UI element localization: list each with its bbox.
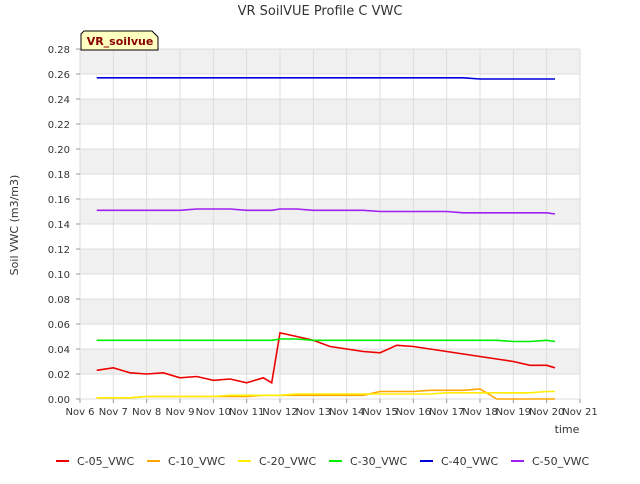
series-line-c-20-vwc	[96, 390, 555, 399]
y-tick-label: 0.24	[48, 95, 70, 106]
y-tick-label: 0.12	[48, 245, 70, 256]
y-tick-label: 0.00	[48, 395, 70, 406]
series-line-c-40-vwc	[96, 77, 555, 80]
background-band	[80, 199, 580, 224]
y-axis-label: Soil VWC (m3/m3)	[8, 175, 21, 276]
legend-entry-label: C-30_VWC	[350, 455, 408, 468]
x-tick-label: Nov 15	[362, 407, 397, 418]
y-tick-label: 0.04	[48, 345, 70, 356]
y-tick-label: 0.28	[48, 45, 70, 56]
x-tick-label: Nov 16	[396, 407, 431, 418]
x-tick-label: Nov 17	[429, 407, 464, 418]
x-tick-label: Nov 9	[165, 407, 194, 418]
series-line-c-50-vwc	[96, 208, 556, 215]
background-band	[80, 299, 580, 324]
chart-title: VR SoilVUE Profile C VWC	[238, 4, 403, 19]
x-tick-label: Nov 13	[296, 407, 331, 418]
legend-entry-label: C-20_VWC	[259, 455, 317, 468]
series-lines	[96, 77, 556, 400]
background-band	[80, 49, 580, 74]
legend-entry-label: C-10_VWC	[168, 455, 226, 468]
x-tick-label: Nov 14	[329, 407, 364, 418]
background-band	[80, 349, 580, 374]
series-line-c-05-vwc	[96, 331, 556, 385]
y-tick-label: 0.26	[48, 70, 70, 81]
x-tick-label: Nov 19	[496, 407, 531, 418]
x-tick-label: Nov 20	[529, 407, 564, 418]
x-tick-label: Nov 7	[99, 407, 128, 418]
x-axis-label: time	[555, 423, 580, 436]
legend-entry-label: C-05_VWC	[77, 455, 135, 468]
x-tick-label: Nov 10	[196, 407, 231, 418]
y-tick-label: 0.22	[48, 120, 70, 131]
y-axis-ticks: 0.00 0.02 0.04 0.06 0.08 0.10 0.12 0.14 0.16 0.18…	[48, 45, 80, 406]
legend-entry-label: C-50_VWC	[532, 455, 590, 468]
station-label-box: VR_soilvue	[80, 30, 159, 51]
y-tick-label: 0.06	[48, 320, 70, 331]
background-band	[80, 249, 580, 274]
background-band	[80, 99, 580, 124]
station-label-shape	[80, 30, 159, 51]
series-line-c-30-vwc	[96, 338, 556, 343]
station-label: VR_soilvue	[87, 35, 154, 48]
x-tick-label: Nov 18	[462, 407, 497, 418]
x-tick-label: Nov 6	[65, 407, 94, 418]
x-tick-label: Nov 12	[262, 407, 297, 418]
x-tick-label: Nov 8	[132, 407, 161, 418]
y-tick-label: 0.20	[48, 145, 70, 156]
background-band	[80, 149, 580, 174]
y-tick-label: 0.18	[48, 170, 70, 181]
y-tick-label: 0.16	[48, 195, 70, 206]
legend-entry-label: C-40_VWC	[441, 455, 499, 468]
legend: C-05_VWC C-10_VWC C-20_VWC C-30_VWC C-40_VWC…	[56, 455, 590, 468]
x-tick-label: Nov 11	[229, 407, 264, 418]
y-tick-label: 0.10	[48, 270, 70, 281]
y-tick-label: 0.14	[48, 220, 70, 231]
y-tick-label: 0.08	[48, 295, 70, 306]
x-tick-label: Nov 21	[562, 407, 597, 418]
y-tick-label: 0.02	[48, 370, 70, 381]
